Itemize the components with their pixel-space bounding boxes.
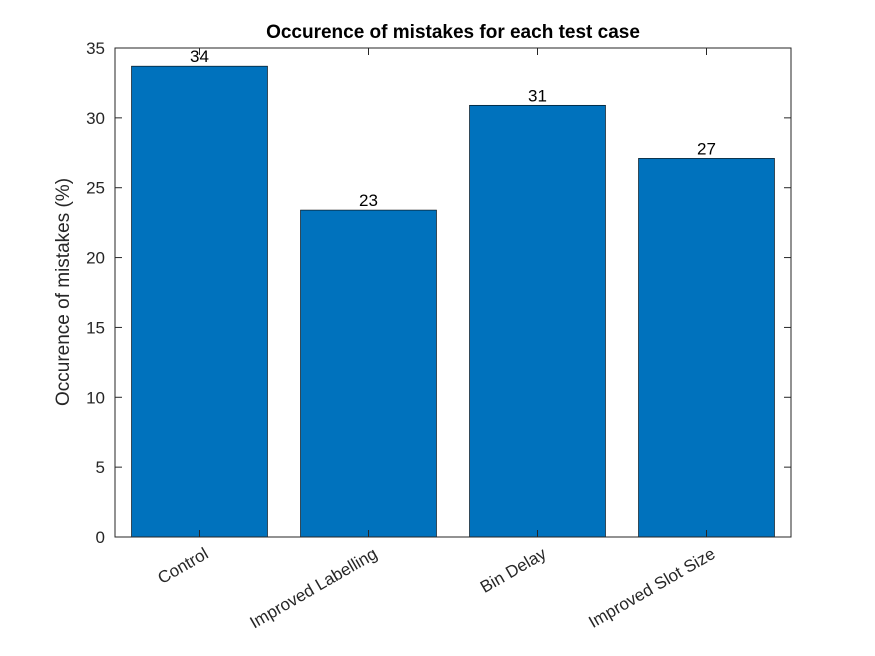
y-tick-label-5: 25 xyxy=(86,179,105,198)
bar-1 xyxy=(300,209,437,538)
bars-group xyxy=(131,65,775,538)
y-tick-label-2: 10 xyxy=(86,388,105,407)
x-tick-label-1: Improved Labelling xyxy=(247,544,381,632)
bar-3 xyxy=(638,158,775,538)
y-tick-label-1: 5 xyxy=(96,458,105,477)
x-tick-label-0: Control xyxy=(155,544,212,588)
data-label-3: 27 xyxy=(697,139,716,158)
y-tick-label-4: 20 xyxy=(86,249,105,268)
data-label-0: 34 xyxy=(190,47,209,66)
x-tick-label-3: Improved Slot Size xyxy=(585,544,718,632)
plot-area-box xyxy=(114,47,792,538)
bar-2 xyxy=(469,104,606,538)
y-axis-label: Occurence of mistakes (%) xyxy=(53,178,74,406)
y-tick-label-6: 30 xyxy=(86,109,105,128)
y-tick-label-7: 35 xyxy=(86,39,105,58)
bar-0 xyxy=(131,65,268,538)
y-tick-label-0: 0 xyxy=(96,528,105,547)
y-axis-ticks: 0 5 10 15 20 25 30 35 xyxy=(86,39,791,547)
y-tick-label-3: 15 xyxy=(86,318,105,337)
data-labels-group: 34 23 31 27 xyxy=(190,47,716,210)
data-label-2: 31 xyxy=(528,86,547,105)
x-tick-label-2: Bin Delay xyxy=(477,544,550,597)
data-label-1: 23 xyxy=(359,191,378,210)
chart-title: Occurence of mistakes for each test case xyxy=(266,22,640,43)
